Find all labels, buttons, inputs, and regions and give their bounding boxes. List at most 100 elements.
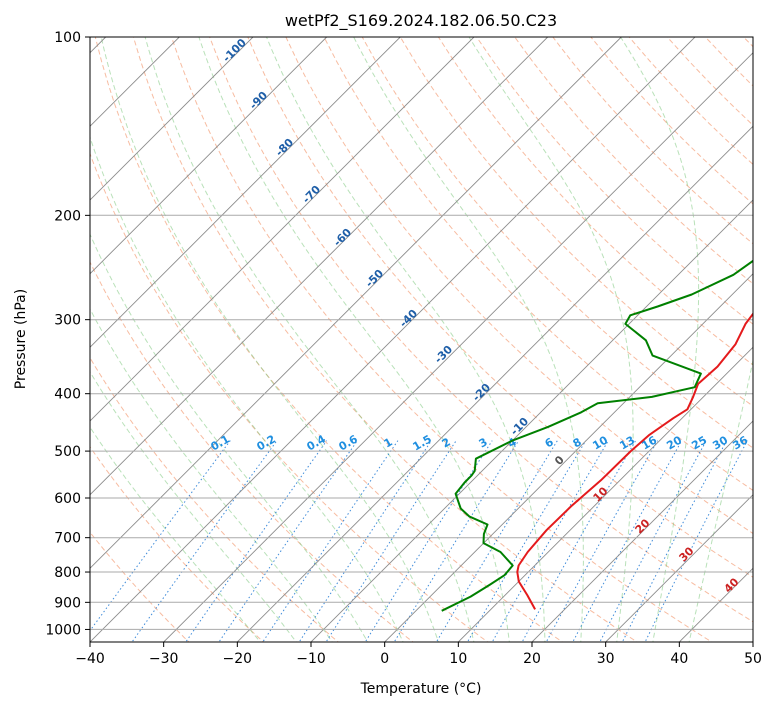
- dry-adiabat: [285, 37, 753, 535]
- moist-adiabat: [688, 358, 753, 642]
- dry-adiabat: [323, 37, 753, 491]
- dry-adiabat-label: 40: [722, 575, 742, 595]
- isotherm: [236, 125, 753, 642]
- moist-adiabat: [266, 37, 546, 642]
- mixing-ratio-line: [185, 440, 328, 642]
- mixing-ratio-line: [491, 440, 609, 642]
- dry-adiabat-label: -80: [273, 136, 296, 159]
- dry-adiabat-label: -100: [220, 36, 249, 65]
- pressure-grid: [90, 37, 753, 642]
- mixing-ratio-label: 0.1: [209, 432, 232, 453]
- isotherm: [90, 37, 328, 275]
- plot-frame: [89, 36, 754, 643]
- isotherm: [90, 37, 401, 348]
- dry-adiabat-label: -90: [247, 89, 270, 112]
- y-tick-label: 800: [54, 565, 81, 581]
- isotherm: [90, 37, 622, 569]
- isotherm: [752, 641, 753, 642]
- moist-adiabat: [90, 233, 369, 642]
- isotherm: [605, 494, 753, 642]
- moist-adiabat: [468, 37, 634, 642]
- dry-adiabat-label: -60: [331, 226, 354, 249]
- dry-adiabat: [476, 37, 753, 325]
- mixing-ratio-label: 0.4: [305, 432, 329, 453]
- mixing-ratio-line: [545, 440, 659, 642]
- x-tick-label: 10: [449, 651, 467, 667]
- dry-adiabat: [94, 37, 564, 642]
- mixing-ratio-line: [364, 440, 493, 642]
- x-axis: −40 −30 −20 −10 0 10 20 30 40 50: [75, 642, 762, 667]
- y-tick-label: 400: [54, 387, 81, 403]
- mixing-ratio-label: 0.2: [255, 432, 278, 453]
- dry-adiabat-label: -50: [363, 267, 386, 290]
- mixing-ratio-line: [298, 440, 432, 642]
- dry-adiabat-label: 30: [677, 544, 697, 564]
- mixing-ratio-line: [572, 440, 683, 642]
- isotherm: [457, 346, 753, 642]
- dry-adiabat: [171, 37, 713, 642]
- isotherm: [90, 37, 254, 201]
- dry-adiabat: [743, 37, 753, 48]
- mixing-ratio-line: [393, 440, 520, 642]
- isotherm: [90, 37, 549, 496]
- moist-adiabat: [144, 37, 475, 642]
- mixing-ratio-line: [435, 440, 558, 642]
- x-tick-label: 50: [744, 651, 762, 667]
- mixing-ratio-line: [325, 440, 457, 642]
- mixing-ratio-line: [90, 440, 231, 632]
- moist-adiabat: [90, 308, 333, 642]
- dry-adiabat: [90, 152, 489, 642]
- mixing-ratio-label: 20: [664, 433, 684, 452]
- dry-adiabat: [90, 356, 339, 642]
- dry-adiabat: [132, 37, 638, 642]
- dry-adiabat-label: 0: [552, 453, 567, 468]
- mixing-ratio-label: 30: [710, 433, 730, 452]
- dry-adiabat-label: -20: [470, 381, 493, 404]
- y-tick-label: 1000: [45, 622, 81, 638]
- dry-adiabat-label: -40: [397, 307, 420, 330]
- mixing-ratio-line: [599, 440, 707, 642]
- mixing-ratio-label: 25: [689, 434, 709, 453]
- line-labels: -100-90-80-70-60-50-40-30-20-10010203040…: [209, 36, 751, 596]
- dry-adiabat: [361, 37, 753, 449]
- mixing-ratio-label: 0.6: [337, 432, 361, 453]
- mixing-ratio-label: 16: [639, 433, 659, 452]
- background-lines: [90, 37, 753, 642]
- isotherm: [90, 37, 696, 642]
- y-tick-label: 700: [54, 531, 81, 547]
- isotherm: [384, 273, 753, 642]
- x-tick-label: 0: [380, 651, 389, 667]
- x-tick-label: 30: [597, 651, 615, 667]
- isotherm: [531, 420, 753, 642]
- y-tick-label: 100: [54, 30, 81, 46]
- x-tick-label: 40: [670, 651, 688, 667]
- dry-adiabat-label: -70: [300, 183, 323, 206]
- dry-adiabat-label: -30: [432, 343, 455, 366]
- mixing-ratio-line: [521, 440, 637, 642]
- dry-adiabat: [399, 37, 753, 407]
- mixing-ratio-label: 10: [590, 433, 610, 452]
- x-tick-label: −30: [149, 651, 179, 667]
- mixing-ratio-line: [262, 440, 399, 642]
- y-axis: 100 200 300 400 500 600 700 800 900 1000: [45, 30, 90, 638]
- temperature-line: [516, 312, 753, 610]
- mixing-ratio-label: 1.5: [411, 432, 434, 453]
- y-tick-label: 900: [54, 595, 81, 611]
- isotherm: [310, 199, 753, 642]
- dry-adiabat-label: 20: [633, 516, 653, 536]
- dewpoint-line: [441, 259, 753, 612]
- moist-adiabat: [90, 135, 404, 642]
- x-axis-label: Temperature (°C): [360, 681, 482, 697]
- isotherm: [90, 37, 475, 422]
- x-tick-label: −20: [223, 651, 253, 667]
- x-tick-label: −40: [75, 651, 105, 667]
- moist-adiabat: [90, 370, 297, 642]
- dry-adiabat: [437, 37, 753, 366]
- mixing-ratio-line: [131, 440, 278, 642]
- moist-adiabat: [198, 37, 510, 642]
- moist-adiabat: [353, 37, 584, 642]
- y-tick-label: 600: [54, 491, 81, 507]
- sounding-series: [441, 259, 753, 612]
- dry-adiabat: [704, 37, 753, 87]
